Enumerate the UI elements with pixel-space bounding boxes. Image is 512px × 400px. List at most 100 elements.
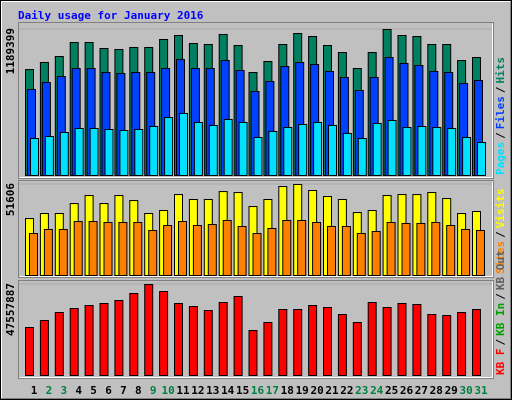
bar xyxy=(342,132,352,176)
x-tick-label: 23 xyxy=(355,384,368,397)
x-tick-label: 6 xyxy=(105,384,112,397)
legend-entry: Pages xyxy=(494,142,507,175)
bar xyxy=(372,123,382,176)
bar xyxy=(144,284,154,376)
bar xyxy=(218,301,228,376)
bar xyxy=(159,290,169,376)
bar xyxy=(248,329,258,376)
bar xyxy=(252,233,262,276)
panel-bevel xyxy=(19,23,493,178)
bar xyxy=(208,125,218,176)
legend-entry: Files xyxy=(494,96,507,129)
bar xyxy=(119,129,129,176)
bar xyxy=(43,228,53,277)
x-tick-label: 8 xyxy=(135,384,142,397)
bar xyxy=(163,225,173,276)
x-tick-label: 31 xyxy=(474,384,488,397)
bar xyxy=(283,127,293,176)
bar xyxy=(327,225,336,276)
bar xyxy=(313,121,323,176)
bar xyxy=(401,222,411,276)
legend-entry: Sites xyxy=(494,241,507,274)
bar xyxy=(417,125,427,176)
bar xyxy=(402,127,412,176)
bar xyxy=(293,308,303,377)
bar xyxy=(442,314,452,377)
legend-entry: Hits xyxy=(494,57,507,84)
bar xyxy=(387,119,397,176)
bar xyxy=(74,127,84,176)
x-tick-label: 11 xyxy=(176,384,190,397)
x-tick-label: 22 xyxy=(340,384,353,397)
bar xyxy=(328,125,337,176)
bar xyxy=(134,129,144,176)
bar xyxy=(178,221,187,276)
bar xyxy=(148,230,158,277)
bar xyxy=(282,219,292,276)
x-tick-label: 10 xyxy=(161,384,174,397)
bar xyxy=(54,311,64,377)
bar xyxy=(323,306,332,376)
x-tick-label: 14 xyxy=(221,384,235,397)
x-tick-label: 1 xyxy=(31,384,38,397)
legend-separator: / xyxy=(494,293,507,300)
x-tick-label: 20 xyxy=(310,384,323,397)
x-tick-label: 21 xyxy=(325,384,339,397)
x-tick-label: 28 xyxy=(430,384,443,397)
bar xyxy=(188,306,198,377)
bar xyxy=(263,321,273,377)
x-tick-label: 4 xyxy=(75,384,82,397)
bar xyxy=(84,304,94,376)
bar xyxy=(386,222,396,276)
bar xyxy=(447,127,457,176)
bar xyxy=(192,225,202,276)
x-tick-label: 18 xyxy=(281,384,294,397)
bar xyxy=(69,308,79,376)
bar xyxy=(203,309,213,376)
bar xyxy=(253,136,263,176)
x-tick-label: 30 xyxy=(459,384,472,397)
bar xyxy=(149,125,159,176)
bar xyxy=(174,303,183,377)
x-tick-label: 29 xyxy=(445,384,458,397)
bar xyxy=(278,308,288,377)
x-tick-label: 16 xyxy=(251,384,265,397)
bar xyxy=(103,222,113,276)
bar xyxy=(39,319,49,376)
chart-title: Daily usage for January 2016 xyxy=(18,9,204,22)
bar xyxy=(382,306,392,376)
bar xyxy=(237,225,247,276)
x-tick-label: 9 xyxy=(150,384,157,397)
x-tick-label: 2 xyxy=(46,384,53,397)
bar xyxy=(133,222,143,276)
legend-separator: / xyxy=(494,132,507,139)
legend-separator: / xyxy=(494,231,507,238)
bar xyxy=(58,228,68,277)
legend: KB F / KB In / KB Out xyxy=(494,250,507,375)
bar xyxy=(193,121,203,176)
x-tick-label: 26 xyxy=(400,384,414,397)
bar xyxy=(223,119,233,176)
legend-entry: KB F xyxy=(494,349,507,376)
y-tick-label: 1189399 xyxy=(4,28,17,74)
x-tick-label: 12 xyxy=(191,384,204,397)
bar xyxy=(267,228,277,277)
x-tick-label: 25 xyxy=(385,384,398,397)
bar xyxy=(462,136,472,176)
legend-entry: KB Out xyxy=(494,250,507,290)
bar xyxy=(477,142,486,177)
x-tick-label: 3 xyxy=(60,384,67,397)
bar xyxy=(341,225,351,276)
panel-bevel xyxy=(19,181,493,277)
bar xyxy=(476,230,485,277)
bar xyxy=(312,222,322,276)
bar xyxy=(179,112,188,176)
bar xyxy=(118,222,128,276)
bar xyxy=(73,221,83,276)
legend: Sites / Visits xyxy=(494,189,507,275)
bar xyxy=(308,304,318,376)
x-tick-label: 24 xyxy=(370,384,384,397)
